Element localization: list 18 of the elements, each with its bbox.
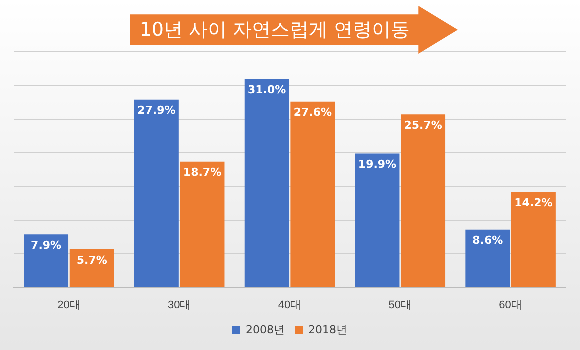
data-label: 18.7% — [183, 166, 222, 180]
data-label: 19.9% — [358, 158, 397, 172]
x-tick-label: 40대 — [278, 299, 302, 312]
legend-label: 2018년 — [308, 323, 348, 336]
legend-label: 2008년 — [246, 323, 286, 336]
data-label: 31.0% — [248, 83, 286, 96]
x-tick-label: 20대 — [58, 299, 81, 312]
chart-title: 10년 사이 자연스럽게 연령이동 — [138, 18, 412, 43]
data-label: 27.6% — [294, 106, 332, 120]
data-label: 8.6% — [472, 234, 504, 248]
data-label: 7.9% — [31, 238, 62, 252]
x-tick-label: 60대 — [499, 299, 522, 312]
data-label: 25.7% — [404, 119, 442, 132]
data-label: 14.2% — [514, 196, 553, 210]
data-label: 27.9% — [138, 104, 176, 118]
x-tick-label: 30대 — [168, 299, 192, 312]
data-label: 5.7% — [76, 254, 108, 267]
x-tick-label: 50대 — [388, 299, 412, 312]
